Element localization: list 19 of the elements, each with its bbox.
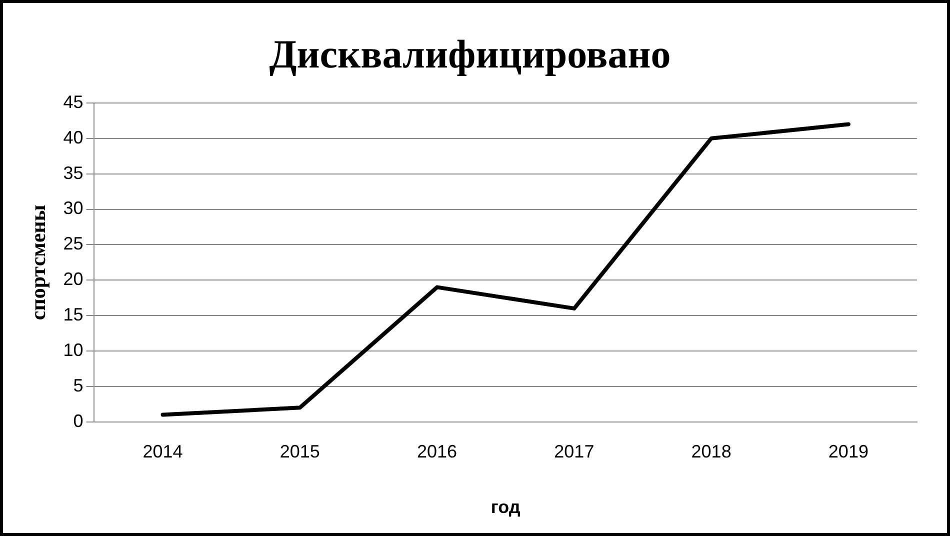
y-tick-label: 25 xyxy=(63,234,84,254)
chart-title: Дисквалифицировано xyxy=(269,31,671,76)
y-tick-label: 10 xyxy=(63,340,84,360)
y-tick-label: 0 xyxy=(73,410,84,431)
x-tick-label: 2018 xyxy=(691,442,732,462)
y-tick-label: 45 xyxy=(63,92,84,112)
y-tick-label: 5 xyxy=(73,375,84,396)
y-tick-label: 40 xyxy=(63,127,84,148)
y-tick-label: 15 xyxy=(63,304,84,324)
x-tick-label: 2016 xyxy=(417,442,458,462)
x-axis-title: год xyxy=(490,497,521,518)
y-axis-title: спортсмены xyxy=(26,204,50,320)
y-tick-label: 30 xyxy=(63,198,84,218)
x-tick-label: 2017 xyxy=(554,442,594,462)
y-tick-label: 35 xyxy=(63,162,84,183)
x-tick-label: 2015 xyxy=(280,442,320,462)
x-tick-label: 2014 xyxy=(142,442,183,462)
x-tick-label: 2019 xyxy=(828,442,868,462)
y-tick-label: 20 xyxy=(63,269,84,290)
